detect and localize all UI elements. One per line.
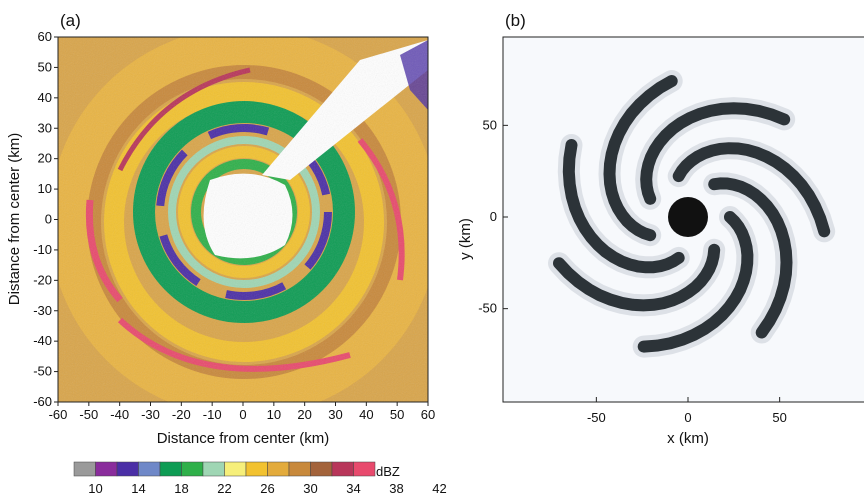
panel-a-xlabel: Distance from center (km) (157, 430, 330, 447)
y-tick-label: -30 (33, 303, 52, 318)
colorbar-swatch (181, 461, 204, 477)
spiral-arm (562, 139, 685, 274)
colorbar-tick-label: 18 (174, 481, 188, 496)
panel-b-frame (502, 36, 864, 403)
y-tick-label: -60 (33, 394, 52, 409)
colorbar-unit: dBZ (376, 464, 400, 479)
colorbar-tick-label: 22 (217, 481, 231, 496)
x-tick-label: -10 (203, 407, 222, 422)
y-tick-label: 50 (38, 59, 52, 74)
colorbar-tick-label: 14 (131, 481, 145, 496)
colorbar-swatch (310, 461, 333, 477)
panel-a-ylabel: Distance from center (km) (6, 133, 23, 306)
y-tick-label: 0 (45, 212, 52, 227)
x-tick-label: -50 (79, 407, 98, 422)
y-tick-label: -40 (33, 333, 52, 348)
spiral-arm (553, 243, 721, 312)
x-tick-label: -20 (172, 407, 191, 422)
x-tick-label: 50 (772, 410, 786, 425)
spiral-arms (548, 70, 836, 358)
x-tick-label: -60 (49, 407, 68, 422)
spiral-arm (637, 211, 754, 353)
colorbar-tick-label: 42 (432, 481, 446, 496)
x-tick-label: 50 (390, 407, 404, 422)
x-tick-label: -50 (587, 410, 606, 425)
colorbar-swatch (245, 461, 268, 477)
x-tick-label: 0 (239, 407, 246, 422)
spiral-arm (672, 142, 831, 238)
y-tick-label: -50 (33, 364, 52, 379)
y-tick-label: 50 (483, 117, 497, 132)
y-tick-label: -20 (33, 272, 52, 287)
x-tick-label: 20 (297, 407, 311, 422)
x-tick-label: -40 (110, 407, 129, 422)
x-tick-label: 40 (359, 407, 373, 422)
panel-b-ticks: -50 0 50 50 0 -50 (478, 117, 787, 425)
panel-b-xlabel: x (km) (667, 430, 709, 447)
y-tick-label: 30 (38, 120, 52, 135)
panel-b-ylabel: y (km) (457, 218, 474, 260)
y-tick-label: 40 (38, 90, 52, 105)
y-tick-label: -50 (478, 301, 497, 316)
texture-overlay (58, 37, 428, 402)
colorbar-swatch (288, 461, 311, 477)
colorbar-swatch (73, 461, 96, 477)
colorbar-swatch (353, 461, 376, 477)
colorbar-tick-label: 26 (260, 481, 274, 496)
colorbar-tick-label: 30 (303, 481, 317, 496)
colorbar: 10 14 18 22 26 30 34 38 42 (73, 461, 447, 496)
spiral-arm (640, 102, 791, 205)
colorbar-swatch (331, 461, 354, 477)
storm-eye (668, 197, 708, 237)
panel-a-ticks: -60 -50 -40 -30 -20 -10 0 10 20 30 40 50 60 60 50 40 30 2… (33, 29, 435, 422)
panel-a-label: (a) (60, 11, 81, 30)
radar-reflectivity-plot (58, 37, 428, 402)
simulated-spiral-plot (503, 37, 864, 402)
colorbar-swatch (116, 461, 139, 477)
panel-b-label: (b) (505, 11, 526, 30)
x-tick-label: 10 (267, 407, 281, 422)
colorbar-tick-label: 34 (346, 481, 360, 496)
y-tick-label: -10 (33, 242, 52, 257)
x-tick-label: 30 (328, 407, 342, 422)
colorbar-swatch (95, 461, 118, 477)
colorbar-tick-label: 10 (88, 481, 102, 496)
x-tick-label: 0 (684, 410, 691, 425)
colorbar-swatch (224, 461, 247, 477)
colorbar-swatch (202, 461, 225, 477)
spiral-arm (708, 177, 793, 339)
y-tick-label: 0 (490, 209, 497, 224)
y-tick-label: 60 (38, 29, 52, 44)
colorbar-tick-label: 38 (389, 481, 403, 496)
colorbar-swatch (159, 461, 182, 477)
x-tick-label: 60 (421, 407, 435, 422)
y-tick-label: 10 (38, 181, 52, 196)
y-tick-label: 20 (38, 151, 52, 166)
colorbar-swatch (138, 461, 161, 477)
x-tick-label: -30 (141, 407, 160, 422)
colorbar-swatch (267, 461, 290, 477)
spiral-arm (603, 75, 678, 242)
